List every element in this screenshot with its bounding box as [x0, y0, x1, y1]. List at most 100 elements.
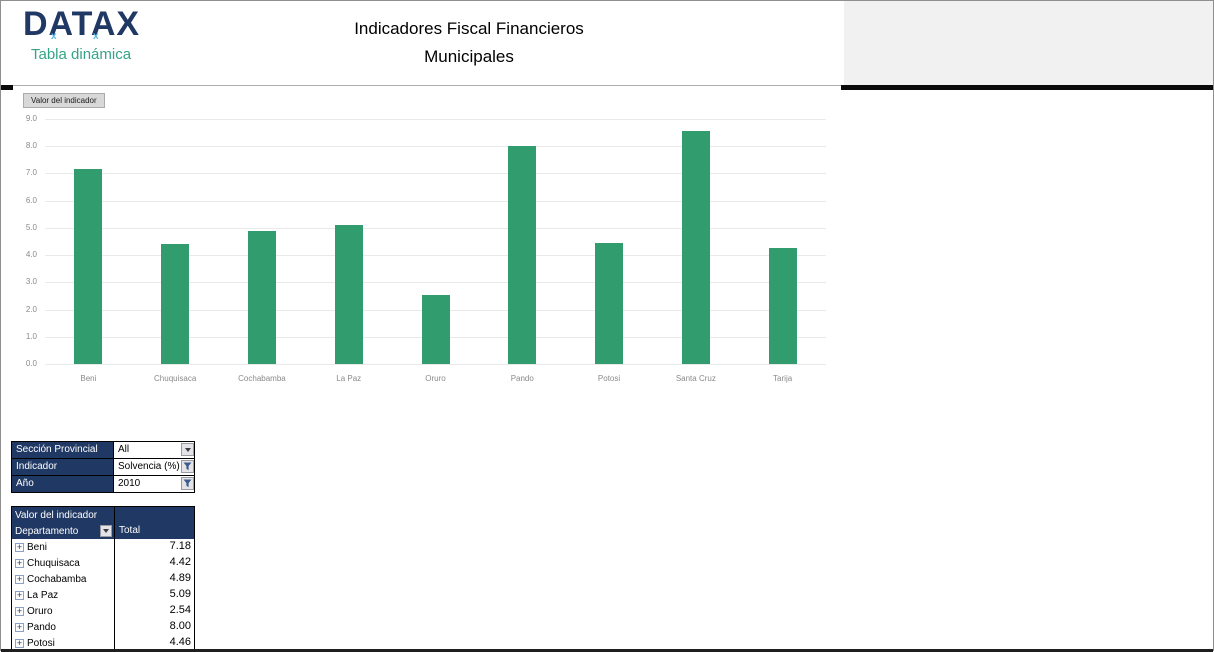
pivot-filter-table: Sección Provincial All Indicador Solvenc…	[11, 441, 195, 493]
x-axis-label: Cochabamba	[238, 374, 286, 383]
expand-icon[interactable]	[15, 590, 24, 600]
pivot-title-spacer	[115, 507, 194, 523]
y-axis-tick-label: 9.0	[25, 114, 37, 123]
row-value: 8.00	[169, 620, 191, 632]
y-axis-tick-label: 5.0	[25, 222, 37, 232]
y-axis-tick-label: 4.0	[25, 250, 37, 260]
x-axis-label: La Paz	[336, 374, 362, 383]
filter-row-indicador: Indicador Solvencia (%)	[12, 458, 194, 475]
filter-label: Año	[12, 476, 114, 492]
bar-beni	[74, 168, 103, 364]
table-row: Beni 7.18	[12, 539, 194, 555]
expand-icon[interactable]	[15, 606, 24, 616]
gridline	[45, 119, 826, 120]
table-row: Cochabamba 4.89	[12, 571, 194, 587]
logo: DATAX	[23, 5, 141, 43]
expand-icon[interactable]	[15, 558, 24, 568]
y-axis-tick-label: 6.0	[25, 195, 37, 205]
pivot-title: Valor del indicador	[12, 507, 115, 523]
y-axis-tick-label: 7.0	[25, 168, 37, 178]
bar-santa-cruz	[681, 130, 710, 364]
gridline	[45, 255, 826, 257]
row-label: Beni	[27, 541, 48, 553]
filter-funnel-icon[interactable]	[181, 477, 194, 490]
table-row: Pando 8.00	[12, 619, 194, 635]
page-margin-area	[844, 1, 1213, 85]
table-row: Oruro 2.54	[12, 603, 194, 619]
page-title: Indicadores Fiscal Financieros Municipal…	[269, 15, 669, 71]
row-label: Potosi	[27, 637, 55, 649]
gridline	[45, 282, 826, 284]
bar-potosi	[595, 242, 624, 364]
expand-icon[interactable]	[15, 542, 24, 552]
pivot-row-header-label: Departamento	[15, 525, 79, 537]
page-title-line1: Indicadores Fiscal Financieros	[354, 19, 584, 38]
x-axis-label: Pando	[510, 374, 534, 383]
gridline	[45, 200, 826, 202]
x-axis-label: Oruro	[425, 374, 446, 383]
header-divider	[1, 85, 844, 86]
filter-label: Indicador	[12, 459, 114, 475]
row-label: Oruro	[27, 605, 53, 617]
logo-subtitle: Tabla dinámica	[31, 46, 132, 63]
pivot-table: Valor del indicador Departamento Total B…	[11, 506, 195, 649]
row-label: Cochabamba	[27, 573, 87, 585]
bar-chuquisaca	[161, 243, 190, 364]
expand-icon[interactable]	[15, 638, 24, 648]
filter-label: Sección Provincial	[12, 442, 114, 458]
x-axis-label: Chuquisaca	[154, 374, 197, 383]
expand-icon[interactable]	[15, 574, 24, 584]
filter-value-text: Solvencia (%)	[118, 461, 180, 472]
row-value: 7.18	[169, 540, 191, 552]
pivot-title-row: Valor del indicador	[12, 507, 194, 523]
bar-tarija	[768, 248, 797, 364]
logo-accent-x-icon: x	[51, 31, 57, 42]
filter-value-text: All	[118, 444, 130, 455]
filter-value: Solvencia (%)	[114, 459, 194, 475]
row-label: La Paz	[27, 589, 59, 601]
page-title-line2: Municipales	[424, 47, 514, 66]
row-label: Chuquisaca	[27, 557, 80, 569]
gridline	[45, 146, 826, 148]
header-divider-black-right	[841, 85, 1213, 90]
bar-pando	[508, 146, 537, 364]
gridline	[45, 227, 826, 229]
table-row: La Paz 5.09	[12, 587, 194, 603]
pivot-value-header: Total	[115, 523, 194, 539]
dropdown-arrow-icon[interactable]	[181, 443, 194, 456]
pivot-row-header: Departamento	[12, 523, 115, 539]
pivot-header-row: Departamento Total	[12, 523, 194, 539]
y-axis-tick-label: 3.0	[25, 277, 37, 287]
logo-accent-x-icon: x	[93, 31, 99, 42]
x-axis-label: Beni	[80, 374, 97, 383]
y-axis-tick-label: 1.0	[25, 331, 37, 341]
bar-oruro	[421, 294, 450, 364]
y-axis-tick-label: 8.0	[25, 141, 37, 151]
pivot-chart-field-button[interactable]: Valor del indicador	[23, 93, 105, 108]
filter-value: All	[114, 442, 194, 458]
bar-cochabamba	[247, 230, 276, 364]
row-label: Pando	[27, 621, 56, 633]
row-value: 2.54	[169, 604, 191, 616]
x-axis-label: Santa Cruz	[675, 374, 716, 383]
bar-chart: 0.0 1.0 2.0 3.0 4.0 5.0 6.0 7.0 8.0 9.0 Beni Chuqui…	[1, 111, 846, 396]
row-value: 4.42	[169, 556, 191, 568]
y-axis-tick-label: 0.0	[25, 359, 37, 368]
filter-value-text: 2010	[118, 478, 141, 489]
filter-funnel-icon[interactable]	[181, 460, 194, 473]
row-value: 5.09	[169, 588, 191, 600]
row-value: 4.89	[169, 572, 191, 584]
x-axis-label: Potosi	[597, 374, 621, 383]
y-axis-tick-label: 2.0	[25, 304, 37, 314]
dropdown-arrow-icon[interactable]	[100, 525, 112, 537]
header-divider-black-left	[1, 85, 13, 90]
filter-value: 2010	[114, 476, 194, 492]
gridline	[45, 364, 826, 365]
gridline	[45, 173, 826, 175]
x-axis-label: Tarija	[773, 374, 793, 383]
row-value: 4.46	[169, 636, 191, 648]
table-row: Potosi 4.46	[12, 635, 194, 649]
table-row: Chuquisaca 4.42	[12, 555, 194, 571]
expand-icon[interactable]	[15, 622, 24, 632]
filter-row-ano: Año 2010	[12, 475, 194, 492]
